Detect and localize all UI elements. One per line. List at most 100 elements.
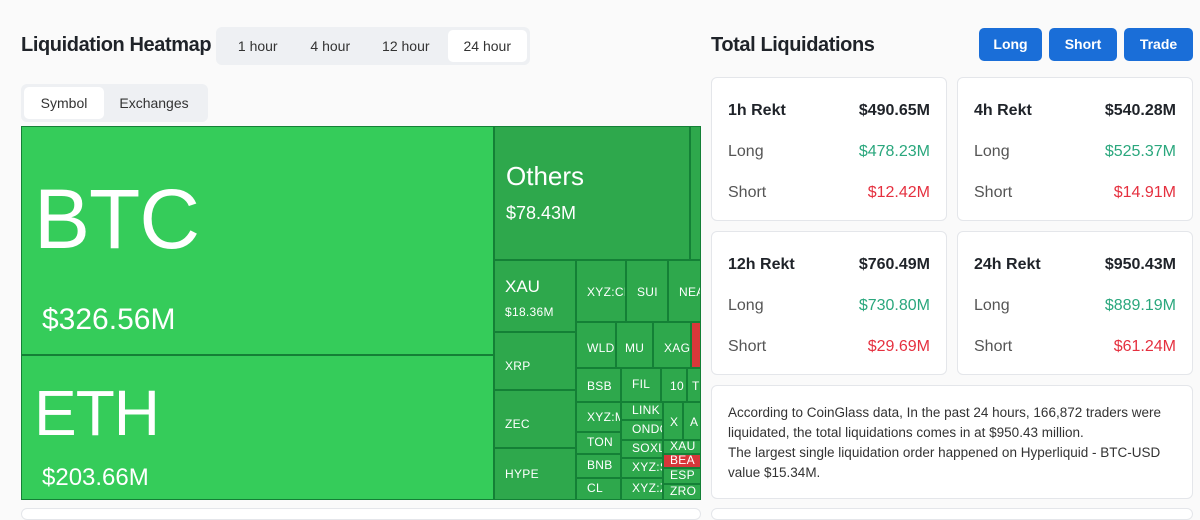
tile-xrp[interactable]: XRP (494, 332, 576, 390)
tab-4-hour[interactable]: 4 hour (310, 38, 351, 54)
tile-bea[interactable]: BEA (663, 454, 701, 468)
time-range-tabs: 1 hour 4 hour 12 hour 24 hour (216, 27, 530, 65)
tile-bsb-label: BSB (587, 379, 612, 393)
card-total: $540.28M (1104, 102, 1176, 119)
rekt-card-12h: 12h Rekt $760.49M Long $730.80M Short $29.6… (711, 231, 947, 375)
long-label: Long (974, 297, 1010, 314)
rekt-card-1h: 1h Rekt $490.65M Long $478.23M Short $12.42… (711, 77, 947, 221)
tile-xyz-z[interactable]: XYZ:Z (621, 478, 663, 500)
tile-cl-label: CL (587, 481, 603, 495)
tile-misc-top[interactable] (690, 126, 701, 260)
tab-1-hour[interactable]: 1 hour (237, 38, 278, 54)
card-total: $490.65M (858, 102, 930, 119)
tile-xrp-label: XRP (505, 359, 531, 373)
tile-a[interactable]: A (683, 402, 701, 440)
tile-xau-small-label: XAU (670, 440, 696, 453)
short-button[interactable]: Short (1049, 28, 1117, 61)
tile-10-label: 10 (670, 379, 684, 393)
bottom-panel-right (711, 508, 1193, 520)
tile-fil-label: FIL (632, 377, 651, 391)
tile-btc[interactable]: BTC $326.56M (21, 126, 494, 355)
short-value: $14.91M (1113, 184, 1176, 201)
tile-fil[interactable]: FIL (621, 368, 661, 402)
tile-cl[interactable]: CL (576, 478, 621, 500)
tile-mu[interactable]: MU (616, 322, 653, 368)
summary-line-1: According to CoinGlass data, In the past… (728, 405, 1162, 440)
tab-symbol[interactable]: Symbol (24, 87, 104, 119)
tile-xyz-cl-label: XYZ:CL (587, 285, 625, 299)
trade-button[interactable]: Trade (1124, 28, 1193, 61)
tile-bsb[interactable]: BSB (576, 368, 621, 402)
tile-eth[interactable]: ETH $203.66M (21, 355, 494, 500)
tile-hype[interactable]: HYPE (494, 448, 576, 500)
tile-ondo[interactable]: ONDO (621, 420, 663, 440)
tile-btc-symbol: BTC (34, 172, 200, 266)
tile-xau[interactable]: XAU $18.36M (494, 260, 576, 332)
tab-exchanges[interactable]: Exchanges (119, 95, 189, 111)
tile-sui[interactable]: SUI (626, 260, 668, 322)
tile-esp[interactable]: ESP (663, 468, 701, 484)
tile-soxl[interactable]: SOXL (621, 440, 663, 458)
tile-xyz-m[interactable]: XYZ:M (576, 402, 621, 432)
tab-24-hour[interactable]: 24 hour (447, 30, 527, 62)
tile-others-value: $78.43M (506, 203, 577, 223)
tab-12-hour[interactable]: 12 hour (382, 38, 430, 54)
tile-zec[interactable]: ZEC (494, 390, 576, 448)
tile-xau-value: $18.36M (505, 305, 554, 319)
tile-eth-symbol: ETH (34, 377, 160, 449)
liquidation-summary: According to CoinGlass data, In the past… (711, 385, 1193, 499)
tile-ondo-label: ONDO (632, 422, 662, 436)
tile-mu-label: MU (625, 341, 645, 355)
tile-bnb[interactable]: BNB (576, 454, 621, 478)
tile-t[interactable]: T (687, 368, 701, 402)
tile-wld[interactable]: WLD (576, 322, 616, 368)
tile-a-label: A (690, 415, 699, 429)
liquidation-treemap: BTC $326.56M ETH $203.66M Others $78.43M… (21, 126, 701, 500)
long-value: $478.23M (858, 143, 930, 160)
long-value: $889.19M (1104, 297, 1176, 314)
card-label: 4h Rekt (974, 102, 1032, 119)
short-label: Short (974, 338, 1013, 355)
tile-bnb-label: BNB (587, 458, 613, 472)
bottom-panel-left (21, 508, 701, 520)
short-label: Short (974, 184, 1013, 201)
tile-xag[interactable]: XAG (653, 322, 691, 368)
short-value: $29.69M (867, 338, 930, 355)
tile-zro-label: ZRO (670, 484, 697, 498)
tile-nea-label: NEA (679, 285, 700, 299)
long-value: $525.37M (1104, 143, 1176, 160)
tile-xyz-z-label: XYZ:Z (632, 481, 662, 495)
card-total: $760.49M (858, 256, 930, 273)
tile-xau-symbol: XAU (505, 277, 540, 296)
tile-others[interactable]: Others $78.43M (494, 126, 690, 260)
tile-sui-label: SUI (637, 285, 658, 299)
tile-hype-label: HYPE (505, 467, 539, 481)
tile-link-label: LINK (632, 403, 660, 417)
tile-x[interactable]: X (663, 402, 683, 440)
tile-10[interactable]: 10 (661, 368, 687, 402)
tile-bea-label: BEA (670, 454, 695, 467)
tile-wld-label: WLD (587, 341, 615, 355)
tile-xau-small[interactable]: XAU (663, 440, 701, 454)
tile-others-symbol: Others (506, 161, 585, 191)
summary-line-2: The largest single liquidation order hap… (728, 445, 1161, 480)
tile-xyz-cl[interactable]: XYZ:CL (576, 260, 626, 322)
total-liquidations-title: Total Liquidations (711, 34, 875, 56)
tile-nea[interactable]: NEA (668, 260, 701, 322)
long-button[interactable]: Long (979, 28, 1042, 61)
tile-xag-label: XAG (664, 341, 691, 355)
short-label: Short (728, 338, 767, 355)
tile-link[interactable]: LINK (621, 402, 663, 420)
tile-xyz-s[interactable]: XYZ:S (621, 458, 663, 478)
card-label: 1h Rekt (728, 102, 786, 119)
short-value: $61.24M (1113, 338, 1176, 355)
rekt-card-4h: 4h Rekt $540.28M Long $525.37M Short $14.91… (957, 77, 1193, 221)
long-label: Long (728, 143, 764, 160)
tile-red-small[interactable] (691, 322, 701, 368)
tile-ton[interactable]: TON (576, 432, 621, 454)
tile-btc-value: $326.56M (42, 303, 176, 336)
tile-xyz-s-label: XYZ:S (632, 460, 662, 474)
tile-ton-label: TON (587, 435, 614, 449)
tile-zro[interactable]: ZRO (663, 484, 701, 500)
long-label: Long (974, 143, 1010, 160)
